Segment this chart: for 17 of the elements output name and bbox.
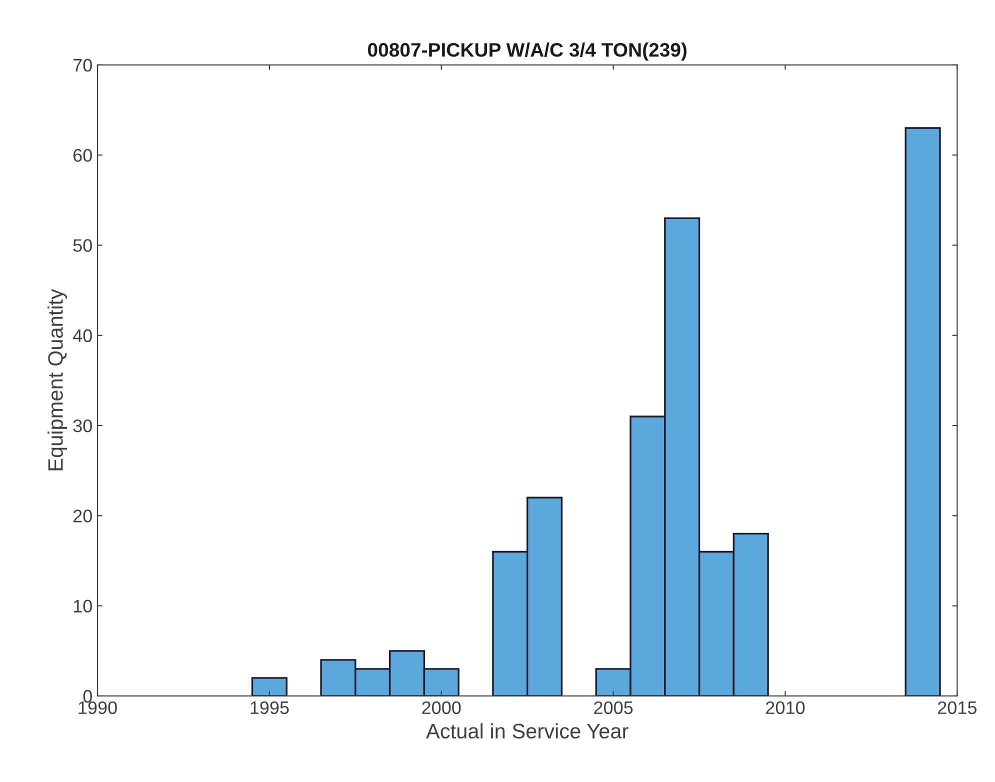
- y-tick-label: 40: [72, 329, 92, 342]
- y-axis-title: Equipment Quantity: [48, 288, 68, 470]
- y-tick-label: 50: [73, 239, 92, 252]
- x-tick-label: 1995: [250, 701, 289, 714]
- y-tick-label: 20: [73, 510, 92, 522]
- y-tick-label: 60: [73, 148, 92, 162]
- x-tick-label: 2015: [938, 701, 977, 714]
- y-tick-label: 70: [73, 58, 92, 72]
- x-tick-label: 1990: [78, 701, 117, 714]
- x-tick-label: 2000: [422, 701, 461, 714]
- y-tick-label: 0: [83, 690, 92, 703]
- chart-title: 00807-PICKUP W/A/C 3/4 TON(239): [368, 42, 687, 61]
- y-tick-label: 30: [73, 419, 92, 432]
- x-tick-label: 2005: [594, 701, 633, 714]
- y-tick-label: 10: [74, 600, 92, 613]
- x-axis-title: Actual in Service Year: [426, 723, 628, 739]
- x-tick-label: 2010: [766, 701, 805, 714]
